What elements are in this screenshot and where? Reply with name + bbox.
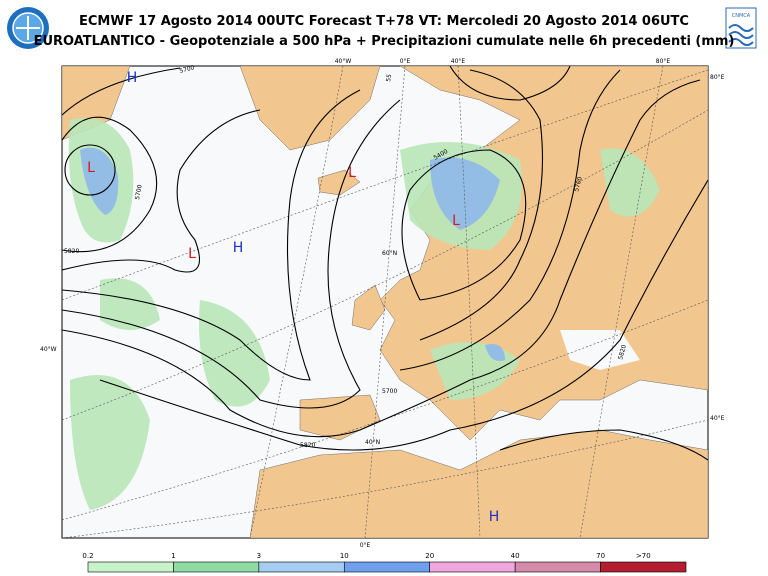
contour-label: 5700 — [573, 176, 584, 193]
contour-label: 5700 — [382, 388, 397, 395]
legend-swatch — [600, 561, 687, 573]
graticule-label: 0°E — [360, 542, 371, 549]
logo-right: CNMCA — [725, 7, 757, 49]
contour-label: 5700 — [179, 64, 196, 75]
logo-left — [7, 7, 49, 49]
contour-label: 5820 — [64, 248, 79, 255]
legend-label: 70 — [596, 552, 605, 560]
graticule-label: 40°W — [335, 58, 352, 65]
map: H L L H L L H 5700 5700 5820 5400 5700 5… — [40, 58, 725, 549]
legend-swatch — [173, 561, 260, 573]
contour-label: 5700 — [134, 184, 144, 200]
low-center: L — [87, 160, 95, 176]
high-center: H — [489, 509, 500, 525]
low-center: L — [348, 165, 356, 181]
graticule-label: 80°E — [656, 58, 671, 65]
contour-label: 5820 — [617, 344, 628, 361]
low-center: L — [452, 213, 460, 229]
legend-label: 3 — [257, 552, 261, 560]
legend-swatch — [87, 561, 174, 573]
subtitle: EUROATLANTICO - Geopotenziale a 500 hPa … — [34, 34, 735, 49]
graticule-label: 40°E — [710, 415, 725, 422]
high-center: H — [127, 70, 138, 86]
graticule-label: 40°W — [40, 346, 57, 353]
graticule-label: 60°N — [382, 250, 397, 257]
legend: 0.2 1 3 10 20 40 70 >70 — [82, 552, 687, 573]
contour-label: 55 — [385, 73, 393, 82]
graticule-label: 40°E — [451, 58, 466, 65]
legend-swatch — [429, 561, 516, 573]
legend-label: >70 — [636, 552, 651, 560]
graticule-label: 40°N — [365, 439, 380, 446]
legend-label: 20 — [425, 552, 434, 560]
title: ECMWF 17 Agosto 2014 00UTC Forecast T+78… — [79, 14, 689, 29]
low-center: L — [188, 246, 196, 262]
logo-text: CNMCA — [732, 13, 751, 19]
legend-label: 1 — [171, 552, 175, 560]
legend-swatch — [258, 561, 345, 573]
graticule-label: 80°E — [710, 74, 725, 81]
contour-label: 5820 — [300, 442, 315, 449]
legend-swatch — [343, 561, 431, 573]
graticule-label: 0°E — [400, 58, 411, 65]
legend-label: 40 — [511, 552, 520, 560]
high-center: H — [233, 240, 244, 256]
legend-swatch — [514, 561, 601, 573]
legend-label: 10 — [340, 552, 349, 560]
legend-label: 0.2 — [82, 552, 93, 560]
